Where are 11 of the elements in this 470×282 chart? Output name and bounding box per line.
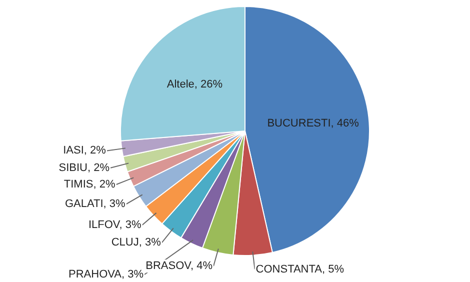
slice-label: PRAHOVA, 3%: [68, 268, 144, 281]
slice-label: TIMIS, 2%: [64, 178, 116, 191]
slice-label: ILFOV, 3%: [88, 219, 142, 232]
slice-label: CLUJ, 3%: [111, 236, 162, 249]
slice-label: Altele, 26%: [166, 78, 223, 91]
slice-label: BUCURESTI, 46%: [267, 117, 360, 130]
slice-label: BRASOV, 4%: [146, 260, 213, 272]
slice-label: SIBIU, 2%: [58, 162, 110, 174]
slice-label: GALATI, 3%: [64, 198, 126, 210]
slice-label: IASI, 2%: [63, 144, 106, 157]
slice-label: CONSTANTA, 5%: [256, 263, 344, 276]
